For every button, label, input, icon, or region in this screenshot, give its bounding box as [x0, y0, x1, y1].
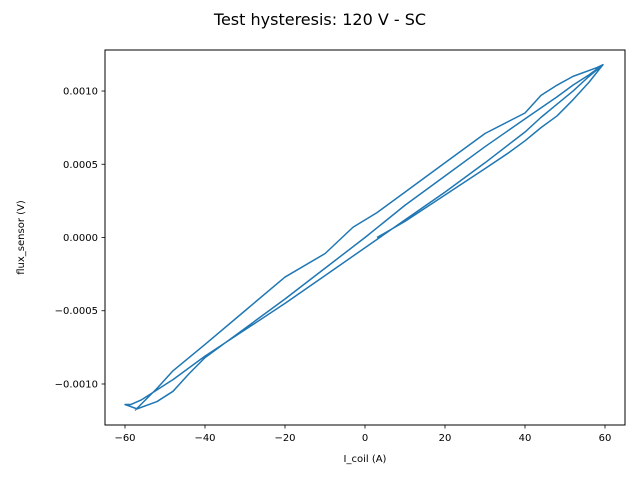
x-tick-label: 40	[519, 433, 532, 444]
series-line	[124, 63, 604, 411]
x-tick-label: −40	[194, 433, 215, 444]
x-tick-label: 20	[439, 433, 452, 444]
chart-title: Test hysteresis: 120 V - SC	[213, 10, 426, 29]
y-axis-label: flux_sensor (V)	[16, 200, 27, 275]
plot-area	[124, 63, 604, 411]
y-axis: −0.0010 −0.0005 0.0000 0.0005 0.0010	[55, 87, 105, 390]
x-tick-label: 60	[599, 433, 612, 444]
x-axis-label: I_coil (A)	[344, 454, 387, 465]
y-tick-label: −0.0010	[55, 379, 98, 390]
x-axis: −60 −40 −20 0 20 40 60	[114, 425, 611, 444]
x-tick-label: 0	[362, 433, 368, 444]
y-tick-label: 0.0005	[63, 160, 98, 171]
y-tick-label: 0.0000	[63, 233, 98, 244]
y-tick-label: −0.0005	[55, 306, 98, 317]
x-tick-label: −20	[274, 433, 295, 444]
y-tick-label: 0.0010	[63, 87, 98, 98]
x-tick-label: −60	[114, 433, 135, 444]
